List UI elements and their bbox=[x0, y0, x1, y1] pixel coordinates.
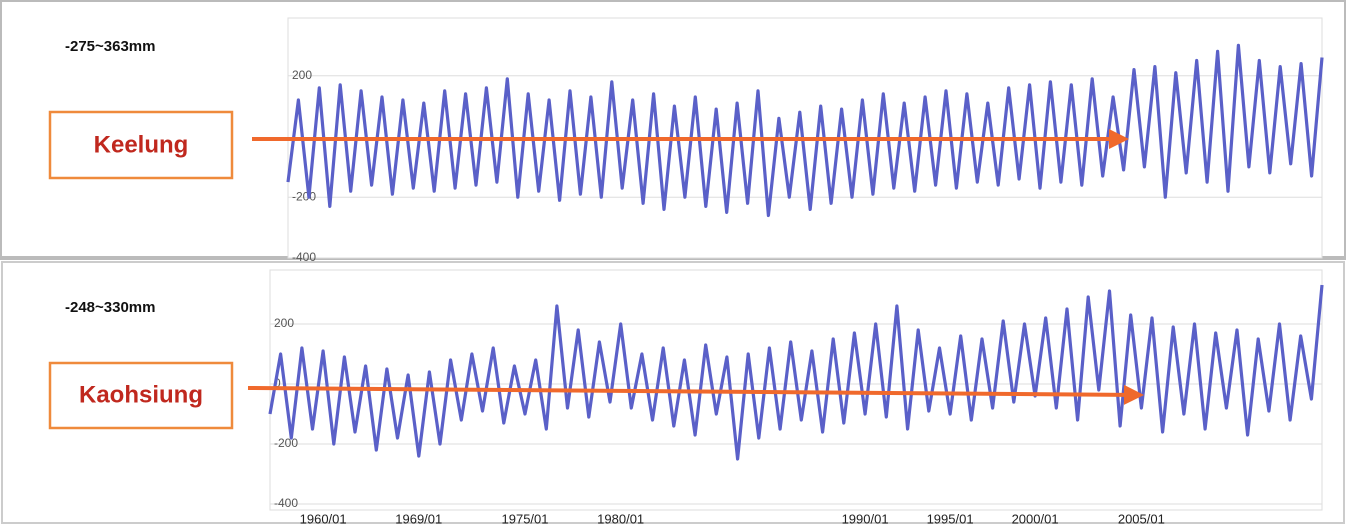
x-tick-label: 1980/01 bbox=[597, 511, 644, 525]
y-tick-label: -400 bbox=[274, 496, 298, 510]
x-tick-label: 1990/01 bbox=[842, 511, 889, 525]
range-label: -275~363mm bbox=[65, 38, 155, 55]
station-box bbox=[48, 110, 234, 180]
trend-arrow bbox=[247, 384, 1144, 405]
range-label: -248~330mm bbox=[65, 299, 155, 316]
x-tick-label: 1995/01 bbox=[927, 511, 974, 525]
y-tick-label: 200 bbox=[274, 316, 294, 330]
x-tick-label: 2000/01 bbox=[1012, 511, 1059, 525]
station-box bbox=[48, 361, 234, 430]
y-tick-label: -400 bbox=[292, 250, 316, 264]
station-label: Keelung bbox=[94, 131, 189, 158]
x-tick-label: 1960/01 bbox=[300, 511, 347, 525]
x-tick-label: 1969/01 bbox=[395, 511, 442, 525]
y-tick-label: 200 bbox=[292, 68, 312, 82]
station-label: Kaohsiung bbox=[79, 381, 203, 408]
y-tick-label: -200 bbox=[292, 189, 316, 203]
charts: -400 -200 200 -400 -200 0 200 1960/01 1969/01 197… bbox=[268, 17, 1324, 525]
y-tick-label: 0 bbox=[274, 376, 281, 390]
y-tick-label: -200 bbox=[274, 436, 298, 450]
data-line bbox=[268, 284, 1324, 461]
x-tick-label: 2005/01 bbox=[1118, 511, 1165, 525]
x-tick-label: 1975/01 bbox=[502, 511, 549, 525]
